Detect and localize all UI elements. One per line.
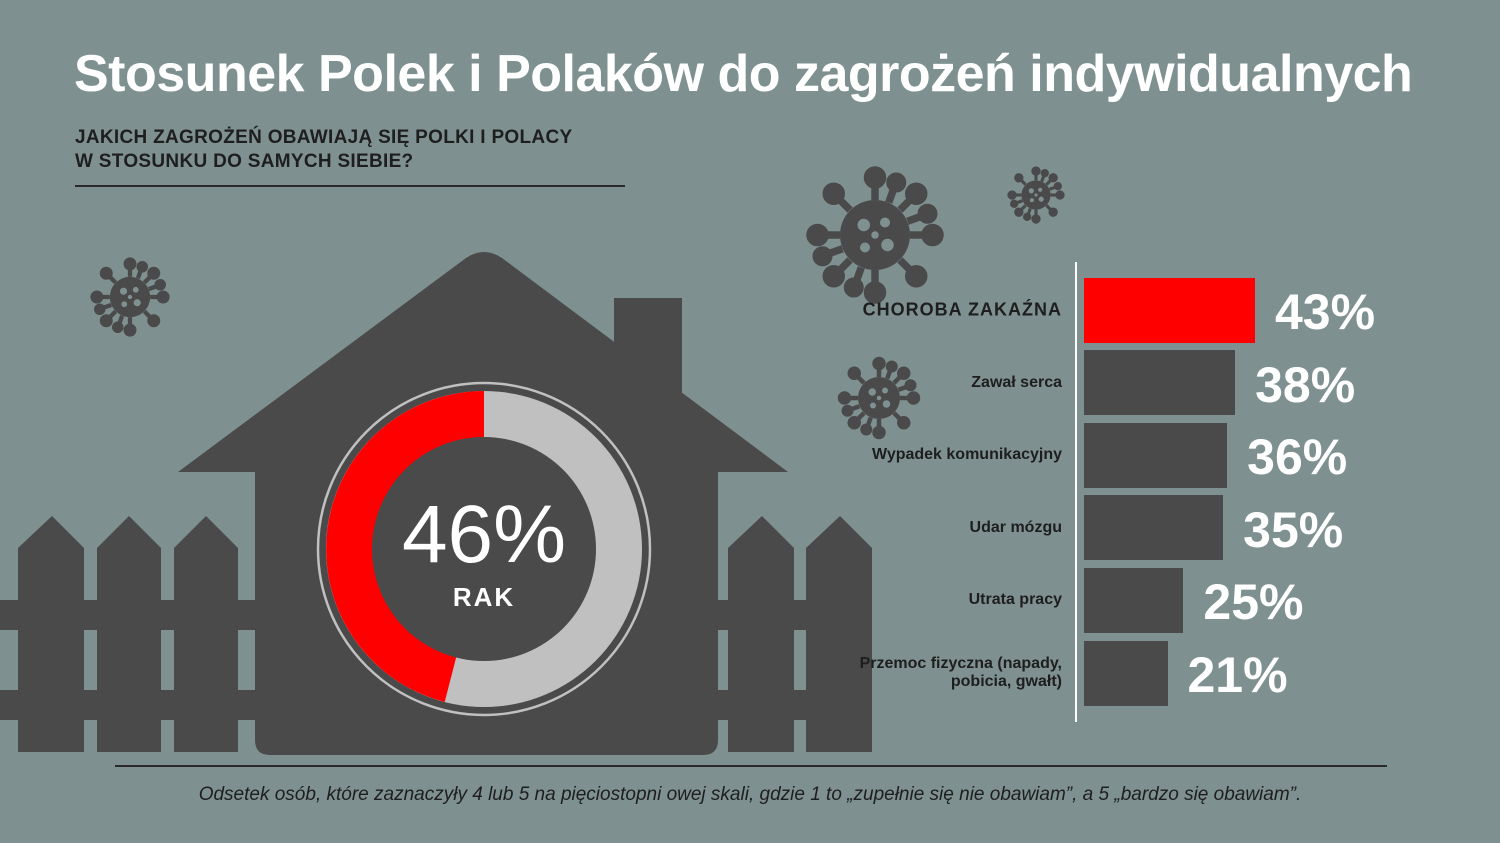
bar — [1084, 640, 1168, 706]
bar-category-label: Wypadek komunikacyjny — [872, 446, 1062, 464]
bar-category-label: CHOROBA ZAKAŹNA — [862, 299, 1062, 320]
bar-category-label: Zawał serca — [971, 373, 1062, 391]
bar-value-label: 21% — [1187, 647, 1288, 703]
bar — [1084, 350, 1236, 416]
donut-label: RAK — [452, 582, 516, 612]
bar-value-label: 25% — [1203, 574, 1304, 631]
virus-icon — [1007, 166, 1065, 224]
donut-value: 46% — [401, 489, 567, 580]
page-title: Stosunek Polek i Polaków do zagrożeń ind… — [74, 45, 1413, 103]
bar — [1084, 277, 1255, 343]
bar-category-label: Udar mózgu — [969, 518, 1062, 536]
virus-icon — [93, 260, 168, 335]
donut-hole — [372, 437, 596, 661]
virus-icon — [840, 359, 918, 437]
footnote-rule — [115, 765, 1387, 767]
subtitle-line-1: JAKICH ZAGROŻEŃ OBAWIAJĄ SIĘ POLKI I POL… — [75, 127, 573, 148]
donut-outer-ring — [316, 381, 652, 717]
bar — [1084, 422, 1228, 488]
virus-icon — [810, 170, 940, 300]
footnote: Odsetek osób, które zaznaczyły 4 lub 5 n… — [198, 784, 1302, 805]
bar-value-label: 43% — [1275, 284, 1376, 340]
subtitle-line-2: W STOSUNKU DO SAMYCH SIEBIE? — [75, 151, 414, 172]
bar — [1084, 495, 1224, 561]
bar-axis-line — [1075, 262, 1077, 722]
title-underline — [75, 185, 625, 187]
subtitle: JAKICH ZAGROŻEŃ OBAWIAJĄ SIĘ POLKI I POL… — [75, 126, 572, 174]
bar-category-label: Utrata pracy — [968, 591, 1062, 609]
bar-value-label: 38% — [1255, 356, 1356, 413]
bar-value-label: 35% — [1243, 501, 1344, 558]
bar-category-label: Przemoc fizyczna (napady, pobicia, gwałt… — [859, 655, 1062, 690]
bar-value-label: 36% — [1247, 429, 1348, 486]
bar — [1084, 567, 1184, 633]
fence-icon — [0, 516, 260, 752]
donut-chart — [316, 381, 652, 717]
fence-icon — [700, 516, 872, 752]
